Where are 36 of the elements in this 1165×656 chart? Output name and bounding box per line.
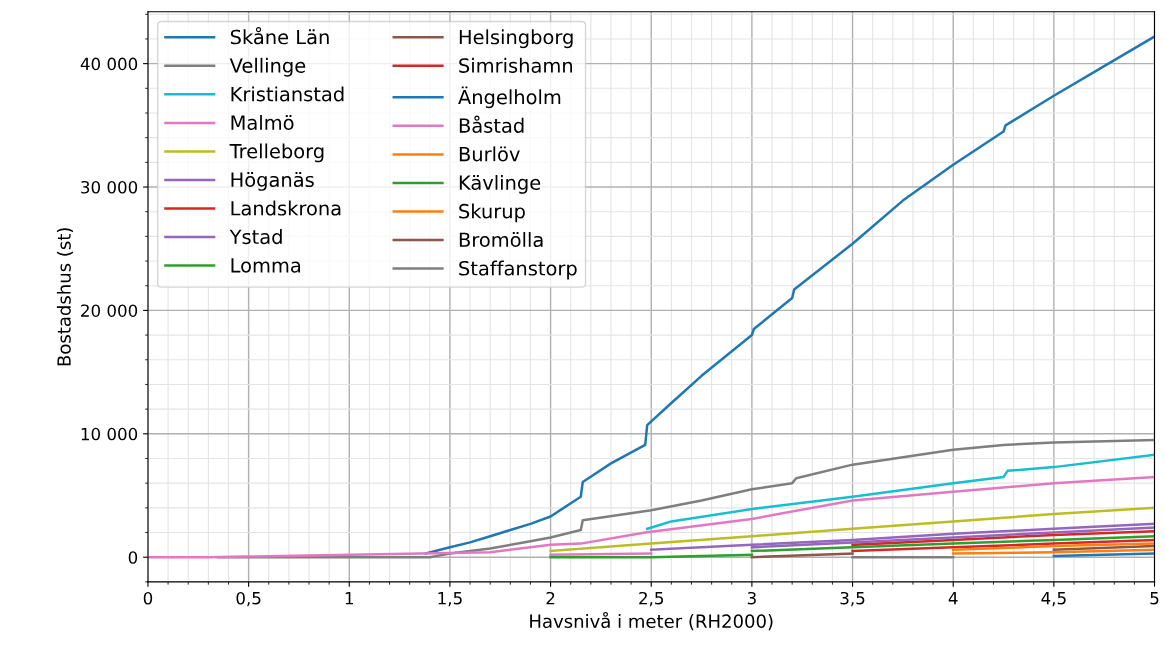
- x-axis-title: Havsnivå i meter (RH2000): [530, 611, 773, 631]
- legend-label: Höganäs: [231, 172, 314, 191]
- x-tick-label: 0: [143, 591, 153, 605]
- legend-label: Kävlinge: [459, 174, 541, 194]
- legend-label: Malmö: [231, 114, 294, 130]
- x-tick-label: 1: [345, 592, 354, 605]
- x-tick-label: 1,5: [438, 592, 462, 607]
- legend-label: Trelleborg: [229, 143, 324, 163]
- legend-label: Båstad: [459, 115, 524, 133]
- y-tick-label: 20 000: [81, 304, 138, 317]
- x-tick-label: 4,5: [1041, 592, 1066, 607]
- legend-label: Kristianstad: [231, 86, 344, 102]
- legend-label: Vellinge: [229, 57, 306, 77]
- y-tick-label: 40 000: [80, 57, 138, 71]
- x-tick-label: 0,5: [236, 591, 261, 607]
- legend-label: Skåne Län: [230, 27, 329, 45]
- legend-label: Simrishamn: [459, 57, 573, 73]
- x-tick-label: 5: [1150, 592, 1159, 605]
- legend-label: Staffanstorp: [459, 260, 577, 280]
- legend-label: Helsingborg: [459, 29, 573, 49]
- x-tick-label: 4: [948, 592, 958, 605]
- x-tick-label: 2: [546, 591, 555, 605]
- legend-label: Skurup: [459, 203, 525, 223]
- legend-label: Landskrona: [231, 200, 341, 216]
- legend-label: Bromölla: [459, 232, 543, 248]
- y-tick-label: 0: [128, 551, 138, 564]
- x-tick-label: 2,5: [639, 591, 664, 607]
- x-tick-label: 3: [747, 591, 756, 605]
- y-tick-label: 10 000: [81, 427, 138, 441]
- legend-label: Burlöv: [459, 146, 520, 162]
- y-axis-title: Bostadshus (st): [56, 228, 73, 366]
- y-tick-label: 30 000: [81, 180, 138, 194]
- legend-label: Ängelholm: [458, 86, 561, 109]
- legend-label: Lomma: [231, 258, 301, 273]
- x-tick-label: 3,5: [840, 591, 865, 607]
- legend-label: Ystad: [229, 229, 282, 245]
